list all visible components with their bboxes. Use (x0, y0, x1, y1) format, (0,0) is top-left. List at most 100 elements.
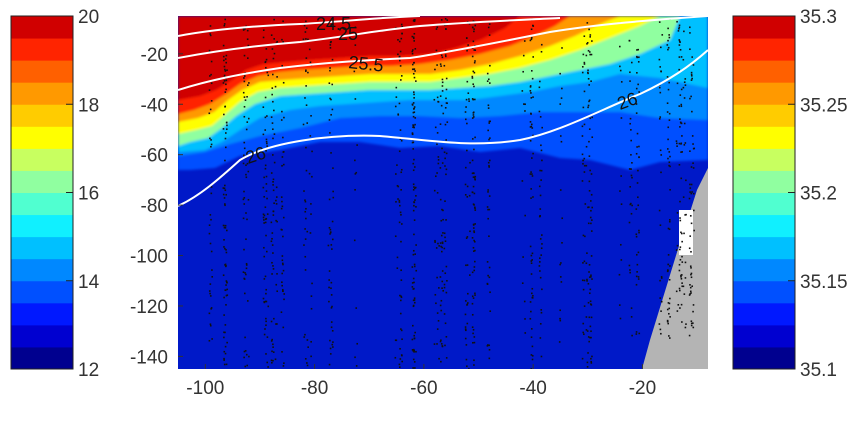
observation-dot (441, 90, 444, 92)
observation-dot (667, 269, 669, 272)
observation-dot (589, 216, 592, 219)
observation-dot (689, 187, 692, 189)
observation-dot (589, 276, 591, 278)
observation-dot (445, 357, 448, 359)
observation-dot (474, 49, 477, 51)
observation-dot (270, 116, 273, 118)
observation-dot (464, 328, 467, 330)
observation-dot (667, 39, 669, 42)
observation-dot (304, 255, 307, 258)
observation-dot (636, 55, 638, 58)
observation-dot (637, 48, 640, 51)
observation-dot (437, 156, 440, 158)
observation-dot (304, 199, 306, 202)
observation-dot (590, 193, 593, 196)
observation-dot (559, 309, 561, 312)
observation-dot (394, 235, 397, 238)
observation-dot (225, 54, 228, 57)
observation-dot (589, 53, 591, 56)
observation-dot (303, 190, 305, 192)
observation-dot (395, 339, 398, 342)
observation-dot (354, 173, 357, 175)
observation-dot (680, 105, 683, 108)
observation-dot (689, 48, 691, 51)
observation-dot (635, 275, 638, 278)
observation-dot (635, 283, 638, 286)
observation-dot (445, 291, 448, 294)
observation-dot (282, 235, 284, 238)
observation-dot (441, 208, 443, 211)
observation-dot (282, 263, 284, 266)
observation-dot (397, 39, 399, 41)
observation-dot (589, 288, 592, 291)
observation-dot (243, 115, 246, 118)
observation-dot (399, 312, 402, 315)
observation-dot (680, 274, 683, 276)
observation-dot (332, 190, 334, 193)
observation-dot (473, 359, 475, 362)
observation-dot (630, 316, 633, 318)
colorbar-swatch (11, 214, 73, 238)
observation-dot (473, 192, 476, 195)
observation-dot (444, 123, 447, 126)
observation-dot (630, 174, 633, 177)
observation-dot (445, 139, 447, 141)
observation-dot (560, 262, 562, 264)
observation-dot (667, 46, 670, 49)
observation-dot (208, 112, 211, 115)
observation-dot (529, 317, 532, 320)
observation-dot (630, 202, 632, 205)
observation-dot (529, 126, 532, 128)
colorbar-tick-label: 16 (78, 184, 99, 205)
observation-dot (330, 113, 332, 116)
observation-dot (583, 279, 586, 282)
observation-dot (414, 253, 416, 255)
observation-dot (667, 227, 670, 230)
observation-dot (681, 151, 684, 153)
observation-dot (437, 101, 440, 103)
observation-dot (560, 97, 563, 99)
observation-dot (309, 61, 312, 64)
observation-dot (472, 176, 475, 178)
observation-dot (669, 297, 671, 300)
observation-dot (281, 284, 283, 287)
observation-dot (666, 308, 669, 311)
observation-dot (399, 204, 401, 207)
contour-label: 24.5 (316, 14, 351, 34)
observation-dot (281, 351, 283, 353)
colorbar-swatch (733, 60, 795, 83)
observation-dot (223, 113, 225, 116)
observation-dot (443, 64, 446, 67)
observation-dot (529, 86, 532, 88)
colorbar-tick-label: 35.3 (800, 7, 837, 28)
observation-dot (226, 341, 228, 344)
observation-dot (224, 91, 227, 93)
observation-dot (439, 198, 442, 201)
observation-dot (400, 75, 403, 77)
observation-dot (638, 231, 640, 234)
observation-dot (242, 198, 245, 201)
contour-label: 25 (338, 24, 358, 44)
observation-dot (464, 166, 467, 169)
observation-dot (522, 256, 524, 258)
observation-dot (399, 138, 402, 140)
observation-dot (472, 297, 475, 299)
observation-dot (265, 353, 267, 355)
observation-dot (436, 343, 438, 345)
observation-dot (307, 38, 309, 41)
observation-dot (443, 232, 446, 235)
observation-dot (415, 350, 417, 353)
observation-dot (272, 184, 274, 186)
observation-dot (531, 252, 534, 255)
observation-dot (668, 312, 670, 315)
colorbar-swatch (733, 104, 795, 127)
observation-dot (539, 257, 541, 259)
observation-dot (444, 165, 446, 167)
observation-dot (529, 39, 532, 42)
observation-dot (668, 278, 671, 281)
observation-dot (245, 238, 247, 241)
observation-dot (401, 354, 403, 357)
observation-dot (619, 190, 621, 192)
observation-dot (264, 164, 267, 167)
observation-dot (581, 125, 584, 128)
